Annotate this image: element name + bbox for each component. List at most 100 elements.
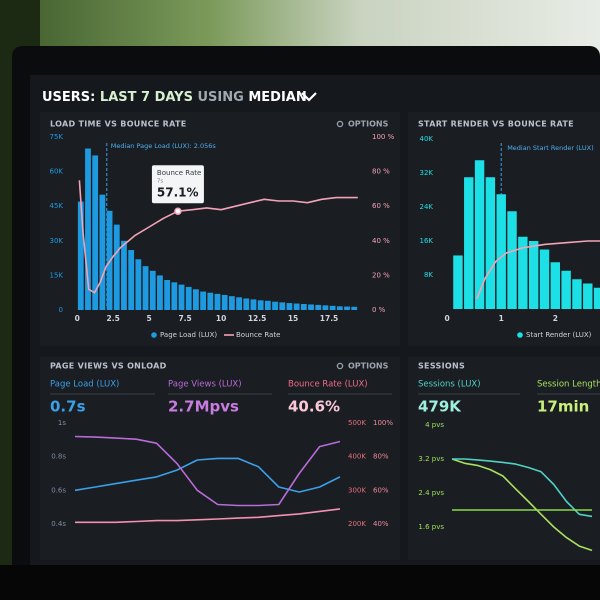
histogram-bar xyxy=(336,306,343,310)
title-part: USING xyxy=(198,90,244,105)
y2-tick-label: 20 % xyxy=(372,271,390,279)
histogram-bar xyxy=(583,283,593,309)
chart: 1s 0.8s 0.6s 0.4s 500K 400K 300K 200K 100% 80% 60%… xyxy=(51,419,393,528)
panel-title: SESSIONS xyxy=(418,362,465,371)
histogram-bar xyxy=(308,304,314,310)
histogram-bar xyxy=(507,211,517,309)
options-icon[interactable] xyxy=(336,120,344,128)
histogram-bar xyxy=(228,296,235,310)
histogram-bar xyxy=(286,303,293,310)
chart: 0 15K 30K 45K 60K 75K 0 % 20 % 40 % 60 % 80 % 100 %… xyxy=(50,133,395,323)
histogram-bar xyxy=(99,194,106,310)
line-series xyxy=(78,180,358,294)
y2-tick-label: 0 % xyxy=(372,306,386,314)
y-tick-label: 2.4 pvs xyxy=(418,489,444,497)
histogram-bar xyxy=(550,262,561,309)
histogram-bar xyxy=(561,270,571,309)
line-series xyxy=(74,435,341,507)
histogram-bar xyxy=(572,279,582,309)
y2-tick-label: 400K xyxy=(348,453,366,461)
histogram-bar xyxy=(300,304,307,310)
dashboard-title: USERS: LAST 7 DAYS USING MEDIAN xyxy=(42,90,307,105)
metric-label: Session Length xyxy=(537,380,600,390)
histogram-bar xyxy=(236,297,242,310)
histogram-bar xyxy=(264,300,271,310)
histogram-bar xyxy=(214,293,221,310)
legend-marker xyxy=(151,332,157,338)
histogram-bar xyxy=(351,306,358,310)
median-label: Median Page Load (LUX): 2.056s xyxy=(111,142,217,150)
tooltip xyxy=(151,165,204,204)
y-tick-label: 30K xyxy=(50,237,64,245)
options-icon[interactable] xyxy=(336,362,344,370)
histogram-bar xyxy=(464,177,474,309)
y2-tick-label: 300K xyxy=(348,486,366,494)
metric-value: 40.6% xyxy=(288,398,340,416)
dropdown-chevron[interactable] xyxy=(301,92,317,102)
tooltip-x: 7s xyxy=(157,179,163,185)
histogram-bar xyxy=(164,280,171,310)
median-label: Median Start Render (LUX) xyxy=(507,144,593,152)
x-tick-label: 7.5 xyxy=(178,314,191,323)
y2-tick-label: 80 % xyxy=(372,168,390,176)
y2-tick-label: 200K xyxy=(348,520,366,528)
legend-label: Page Load (LUX) xyxy=(160,331,217,339)
x-tick-label: 2 xyxy=(553,314,558,323)
y-tick-label: 0.8s xyxy=(51,453,66,461)
metric-value: 2.7Mpvs xyxy=(168,398,239,416)
title-part[interactable]: MEDIAN xyxy=(248,90,306,105)
panel-title: LOAD TIME VS BOUNCE RATE xyxy=(50,120,186,129)
options-button[interactable]: OPTIONS xyxy=(348,120,389,129)
histogram-bar xyxy=(496,194,506,309)
histogram-bar xyxy=(121,240,127,310)
chart: 4 pvs 3.2 pvs 2.4 pvs 1.6 pvs xyxy=(418,421,593,552)
y-tick-label: 16K xyxy=(420,237,434,245)
y2-tick-label: 100 % xyxy=(372,133,395,141)
y2-tick-label: 40 % xyxy=(372,237,390,245)
y-tick-label: 75K xyxy=(50,133,64,141)
tooltip-title: Bounce Rate xyxy=(157,169,201,177)
histogram-bar xyxy=(474,160,485,309)
histogram-bar xyxy=(257,300,264,310)
histogram-bar xyxy=(142,266,149,310)
options-button[interactable]: OPTIONS xyxy=(348,362,389,371)
histogram-bar xyxy=(221,295,228,310)
histogram-bar xyxy=(92,155,99,310)
x-tick-label: 2.5 xyxy=(107,314,120,323)
histogram-bar xyxy=(272,301,278,310)
y3-tick-label: 60% xyxy=(373,486,389,494)
legend-label: Start Render (LUX) xyxy=(526,331,592,339)
x-tick-label: 0 xyxy=(445,314,450,323)
y3-tick-label: 40% xyxy=(373,520,389,528)
y-tick-label: 3.2 pvs xyxy=(418,455,444,463)
line-series xyxy=(452,458,593,518)
histogram-bar xyxy=(77,201,84,310)
panel-title: START RENDER VS BOUNCE RATE xyxy=(418,120,574,129)
x-tick-label: 1 xyxy=(499,314,504,323)
histogram-bar xyxy=(157,275,163,310)
line-series xyxy=(75,508,341,524)
metric-label: Bounce Rate (LUX) xyxy=(288,380,368,390)
histogram-bar xyxy=(528,241,539,309)
y-tick-label: 60K xyxy=(50,168,64,176)
histogram-bar xyxy=(149,270,156,310)
x-tick-label: 10 xyxy=(216,314,226,323)
histogram-bar xyxy=(293,303,300,310)
x-tick-label: 17.5 xyxy=(320,314,339,323)
histogram-bar xyxy=(178,284,185,310)
x-tick-label: 12.5 xyxy=(248,314,267,323)
histogram-bar xyxy=(185,286,192,310)
histogram-bar xyxy=(250,299,257,310)
laptop-base xyxy=(0,565,600,600)
metric-label: Sessions (LUX) xyxy=(418,380,481,390)
title-part[interactable]: LAST 7 DAYS xyxy=(100,90,193,105)
histogram-bar xyxy=(593,287,600,309)
histogram-bar xyxy=(539,249,550,309)
y-tick-label: 45K xyxy=(50,202,64,210)
panel xyxy=(408,357,600,560)
line-series xyxy=(74,457,341,493)
histogram-bar xyxy=(279,302,286,310)
histogram-bar xyxy=(200,291,207,310)
tooltip-value: 57.1% xyxy=(157,186,199,200)
